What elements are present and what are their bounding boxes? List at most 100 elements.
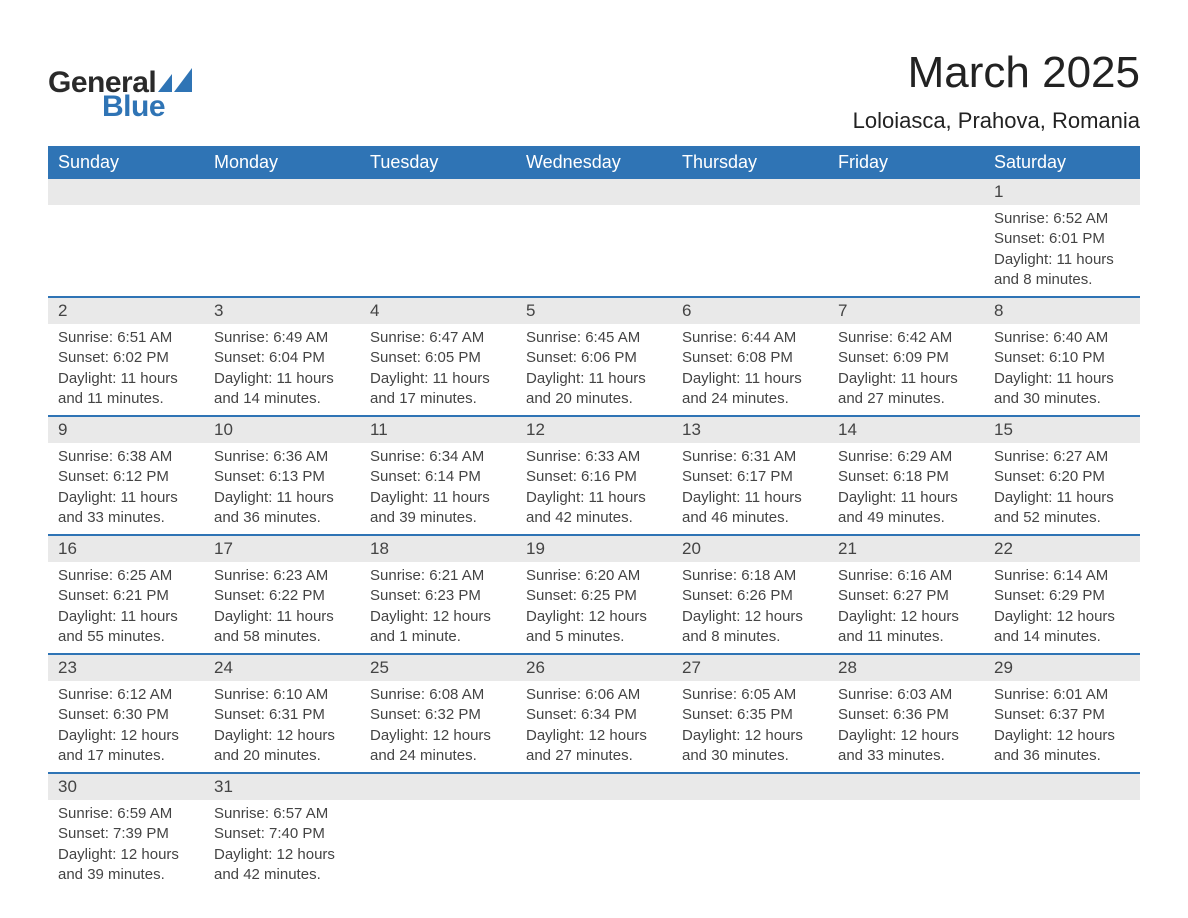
- day-number-row: 23242526272829: [48, 654, 1140, 681]
- sunset-text: Sunset: 6:09 PM: [838, 348, 974, 368]
- day-content: [828, 800, 984, 810]
- sunset-text: Sunset: 6:02 PM: [58, 348, 194, 368]
- day-number: 28: [828, 655, 984, 681]
- day-number: 3: [204, 298, 360, 324]
- daylight-text-2: and 36 minutes.: [214, 508, 350, 528]
- sunrise-text: Sunrise: 6:42 AM: [838, 328, 974, 348]
- day-number-cell: 12: [516, 416, 672, 443]
- daylight-text-1: Daylight: 11 hours: [58, 607, 194, 627]
- sunrise-text: Sunrise: 6:36 AM: [214, 447, 350, 467]
- day-number-cell: [672, 179, 828, 205]
- sunset-text: Sunset: 6:31 PM: [214, 705, 350, 725]
- daylight-text-1: Daylight: 12 hours: [58, 845, 194, 865]
- sunrise-text: Sunrise: 6:21 AM: [370, 566, 506, 586]
- day-number-row: 3031: [48, 773, 1140, 800]
- day-content: Sunrise: 6:52 AMSunset: 6:01 PMDaylight:…: [984, 205, 1140, 296]
- sunrise-text: Sunrise: 6:38 AM: [58, 447, 194, 467]
- sunset-text: Sunset: 6:16 PM: [526, 467, 662, 487]
- day-number: 22: [984, 536, 1140, 562]
- day-number: 9: [48, 417, 204, 443]
- day-content: Sunrise: 6:49 AMSunset: 6:04 PMDaylight:…: [204, 324, 360, 415]
- day-number: 13: [672, 417, 828, 443]
- day-number: 2: [48, 298, 204, 324]
- daylight-text-2: and 8 minutes.: [682, 627, 818, 647]
- day-number-cell: [516, 179, 672, 205]
- day-number-row: 1: [48, 179, 1140, 205]
- day-number: 30: [48, 774, 204, 800]
- sunset-text: Sunset: 6:01 PM: [994, 229, 1130, 249]
- daylight-text-1: Daylight: 12 hours: [994, 607, 1130, 627]
- day-content-cell: Sunrise: 6:40 AMSunset: 6:10 PMDaylight:…: [984, 324, 1140, 416]
- day-number: [360, 179, 516, 205]
- sunset-text: Sunset: 6:30 PM: [58, 705, 194, 725]
- daylight-text-2: and 14 minutes.: [214, 389, 350, 409]
- sunrise-text: Sunrise: 6:52 AM: [994, 209, 1130, 229]
- day-content-cell: Sunrise: 6:08 AMSunset: 6:32 PMDaylight:…: [360, 681, 516, 773]
- day-content-cell: Sunrise: 6:10 AMSunset: 6:31 PMDaylight:…: [204, 681, 360, 773]
- sunrise-text: Sunrise: 6:16 AM: [838, 566, 974, 586]
- day-number: 17: [204, 536, 360, 562]
- month-title: March 2025: [853, 48, 1140, 98]
- daylight-text-1: Daylight: 12 hours: [838, 607, 974, 627]
- day-content: Sunrise: 6:27 AMSunset: 6:20 PMDaylight:…: [984, 443, 1140, 534]
- day-content-cell: Sunrise: 6:34 AMSunset: 6:14 PMDaylight:…: [360, 443, 516, 535]
- daylight-text-2: and 42 minutes.: [526, 508, 662, 528]
- day-number: [360, 774, 516, 800]
- sunrise-text: Sunrise: 6:51 AM: [58, 328, 194, 348]
- day-content-row: Sunrise: 6:51 AMSunset: 6:02 PMDaylight:…: [48, 324, 1140, 416]
- daylight-text-1: Daylight: 12 hours: [214, 845, 350, 865]
- day-number-cell: 5: [516, 297, 672, 324]
- sunrise-text: Sunrise: 6:03 AM: [838, 685, 974, 705]
- day-content-cell: [516, 205, 672, 297]
- day-number: 24: [204, 655, 360, 681]
- day-content: Sunrise: 6:44 AMSunset: 6:08 PMDaylight:…: [672, 324, 828, 415]
- day-number: [828, 774, 984, 800]
- weekday-header: Monday: [204, 146, 360, 179]
- day-number: [516, 179, 672, 205]
- daylight-text-1: Daylight: 12 hours: [370, 607, 506, 627]
- day-content-cell: Sunrise: 6:45 AMSunset: 6:06 PMDaylight:…: [516, 324, 672, 416]
- day-number: 31: [204, 774, 360, 800]
- day-number-cell: 6: [672, 297, 828, 324]
- day-number: [672, 774, 828, 800]
- day-number-cell: 13: [672, 416, 828, 443]
- sunrise-text: Sunrise: 6:57 AM: [214, 804, 350, 824]
- day-number: 8: [984, 298, 1140, 324]
- sunset-text: Sunset: 6:26 PM: [682, 586, 818, 606]
- daylight-text-1: Daylight: 11 hours: [58, 369, 194, 389]
- daylight-text-1: Daylight: 11 hours: [214, 488, 350, 508]
- calendar-body: 1Sunrise: 6:52 AMSunset: 6:01 PMDaylight…: [48, 179, 1140, 891]
- day-number-cell: 19: [516, 535, 672, 562]
- day-content: Sunrise: 6:34 AMSunset: 6:14 PMDaylight:…: [360, 443, 516, 534]
- day-content-cell: [672, 800, 828, 891]
- daylight-text-2: and 39 minutes.: [58, 865, 194, 885]
- day-number-cell: [828, 179, 984, 205]
- day-content: Sunrise: 6:40 AMSunset: 6:10 PMDaylight:…: [984, 324, 1140, 415]
- sunrise-text: Sunrise: 6:34 AM: [370, 447, 506, 467]
- daylight-text-1: Daylight: 11 hours: [994, 250, 1130, 270]
- sunset-text: Sunset: 6:04 PM: [214, 348, 350, 368]
- day-content: [516, 800, 672, 810]
- day-content-row: Sunrise: 6:59 AMSunset: 7:39 PMDaylight:…: [48, 800, 1140, 891]
- day-content-cell: Sunrise: 6:25 AMSunset: 6:21 PMDaylight:…: [48, 562, 204, 654]
- daylight-text-2: and 5 minutes.: [526, 627, 662, 647]
- sunset-text: Sunset: 6:20 PM: [994, 467, 1130, 487]
- header: General Blue March 2025 Loloiasca, Praho…: [48, 48, 1140, 134]
- day-content: Sunrise: 6:25 AMSunset: 6:21 PMDaylight:…: [48, 562, 204, 653]
- day-content: [360, 205, 516, 215]
- daylight-text-1: Daylight: 11 hours: [370, 488, 506, 508]
- sunrise-text: Sunrise: 6:20 AM: [526, 566, 662, 586]
- day-content-cell: Sunrise: 6:29 AMSunset: 6:18 PMDaylight:…: [828, 443, 984, 535]
- sunrise-text: Sunrise: 6:06 AM: [526, 685, 662, 705]
- daylight-text-2: and 1 minute.: [370, 627, 506, 647]
- day-content-cell: Sunrise: 6:57 AMSunset: 7:40 PMDaylight:…: [204, 800, 360, 891]
- sunrise-text: Sunrise: 6:12 AM: [58, 685, 194, 705]
- day-number-cell: [672, 773, 828, 800]
- calendar-table: Sunday Monday Tuesday Wednesday Thursday…: [48, 146, 1140, 891]
- daylight-text-2: and 30 minutes.: [994, 389, 1130, 409]
- sunset-text: Sunset: 6:34 PM: [526, 705, 662, 725]
- sunset-text: Sunset: 6:05 PM: [370, 348, 506, 368]
- daylight-text-1: Daylight: 11 hours: [370, 369, 506, 389]
- day-content: [672, 800, 828, 810]
- day-number: 20: [672, 536, 828, 562]
